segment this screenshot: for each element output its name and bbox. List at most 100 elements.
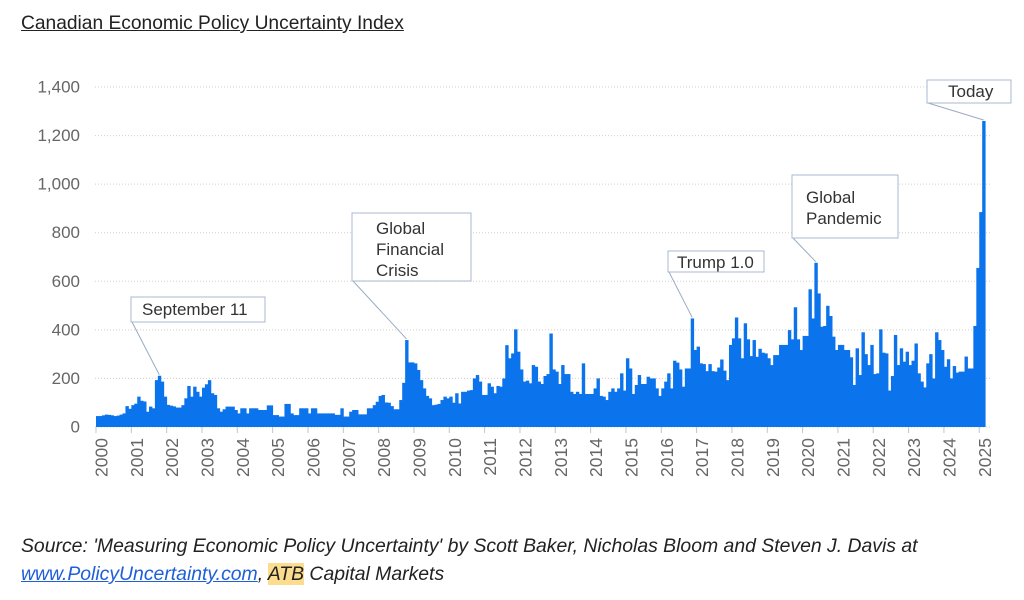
bar-2009-06: [428, 398, 433, 427]
bar-2001-07: [149, 406, 153, 427]
bar-2009-11: [443, 396, 447, 427]
bar-2019-01: [767, 358, 771, 427]
bar-2001-10: [157, 375, 162, 427]
bar-2016-06: [676, 362, 680, 427]
y-tick-label: 400: [52, 320, 80, 339]
bar-2015-10: [652, 378, 656, 427]
bar-2015-08: [646, 376, 650, 427]
bar-2020-05: [814, 262, 818, 427]
bar-2004-08: [257, 410, 262, 427]
bar-2014-04: [599, 395, 603, 427]
bar-2008-03: [384, 402, 388, 427]
y-tick-label: 1,000: [37, 175, 80, 194]
bar-2008-01: [378, 395, 383, 427]
bar-2009-04: [422, 388, 427, 427]
bar-2013-05: [567, 374, 571, 427]
bar-2009-08: [434, 404, 438, 427]
bar-2017-04: [705, 371, 709, 427]
bar-2020-07: [820, 326, 824, 427]
bar-2016-02: [664, 381, 668, 427]
bar-2020-10: [829, 316, 833, 427]
bar-2018-05: [743, 323, 748, 427]
bar-2019-08: [787, 330, 792, 427]
bar-2006-12: [340, 408, 344, 427]
x-tick-label: 2021: [833, 438, 853, 477]
bar-2016-04: [670, 388, 674, 427]
policy-uncertainty-link[interactable]: www.PolicyUncertainty.com: [21, 563, 258, 585]
bar-2012-07: [537, 381, 542, 427]
x-tick-label: 2013: [551, 438, 571, 477]
x-tick-label: 2019: [763, 438, 783, 477]
annotation-label-line: Financial: [376, 240, 444, 259]
bar-2017-06: [711, 371, 715, 427]
bar-2012-10: [546, 374, 550, 427]
bar-2003-02: [204, 384, 209, 427]
x-tick-label: 2014: [586, 438, 606, 477]
y-tick-label: 800: [52, 223, 80, 242]
bar-2004-05: [249, 408, 253, 427]
bar-2001-11: [160, 381, 165, 427]
bar-2003-07: [219, 411, 224, 427]
bar-2005-01: [272, 415, 277, 427]
annotation-label-line: September 11: [142, 300, 248, 319]
annotation-label: Global Pandemic: [806, 188, 882, 228]
bar-2013-08: [575, 391, 580, 427]
y-tick-label: 200: [52, 369, 80, 388]
bar-2016-05: [673, 360, 677, 427]
bar-2014-03: [596, 378, 600, 427]
bar-2007-08: [363, 414, 368, 427]
bar-2016-12: [693, 350, 698, 427]
bar-2006-10: [334, 414, 338, 427]
bar-2005-11: [302, 408, 306, 427]
bar-2017-11: [726, 380, 730, 427]
bar-2015-02: [628, 368, 633, 427]
bar-2013-12: [587, 393, 592, 427]
x-tick-label: 2007: [339, 438, 359, 477]
annotation-box: [130, 296, 266, 323]
bar-2012-03: [525, 380, 530, 427]
bar-2004-06: [252, 408, 256, 427]
bar-2000-02: [98, 416, 103, 427]
source-text: Source: 'Measuring Economic Policy Uncer…: [21, 535, 918, 557]
x-tick-label: 2020: [798, 438, 818, 477]
bar-2017-09: [720, 359, 724, 427]
bar-2021-10: [864, 354, 868, 427]
bar-2022-12: [905, 351, 910, 427]
source-note: Source: 'Measuring Economic Policy Uncer…: [21, 532, 918, 588]
bar-2001-08: [151, 408, 156, 427]
bar-2000-11: [125, 406, 129, 427]
annotation-box: [351, 212, 472, 282]
bar-2013-11: [584, 393, 589, 427]
x-tick-label: 2016: [657, 438, 677, 477]
annotation-callout: Trump 1.0: [667, 250, 765, 318]
bar-2010-12: [481, 394, 486, 427]
bar-2021-06: [852, 384, 857, 427]
bar-2013-01: [555, 371, 559, 427]
annotation-label-line: Crisis: [376, 261, 419, 280]
x-tick-label: 2000: [92, 438, 112, 477]
bar-2002-12: [199, 396, 203, 427]
bar-2003-03: [207, 380, 212, 427]
bar-2005-10: [299, 408, 303, 427]
bar-2002-08: [187, 385, 191, 427]
bar-2019-09: [790, 339, 795, 427]
page-title: Canadian Economic Policy Uncertainty Ind…: [21, 13, 404, 34]
bar-2007-04: [352, 410, 356, 427]
x-tick-label: 2009: [409, 438, 429, 477]
annotation-leader-line: [352, 280, 407, 340]
bar-2002-03: [172, 406, 176, 427]
bar-2008-08: [399, 400, 403, 427]
bar-2024-03: [949, 378, 954, 427]
bar-2019-02: [770, 365, 774, 427]
annotation-label: Global Financial Crisis: [376, 219, 444, 280]
bar-2006-11: [337, 414, 341, 427]
annotation-callout: Global Pandemic: [791, 174, 899, 263]
bar-2001-06: [146, 411, 150, 427]
bar-2018-11: [761, 352, 765, 427]
annotation-label: Trump 1.0: [677, 253, 754, 272]
bar-2019-10: [793, 307, 798, 427]
bar-2009-12: [446, 398, 450, 427]
bar-2012-01: [519, 369, 524, 427]
bar-2004-03: [243, 408, 247, 427]
